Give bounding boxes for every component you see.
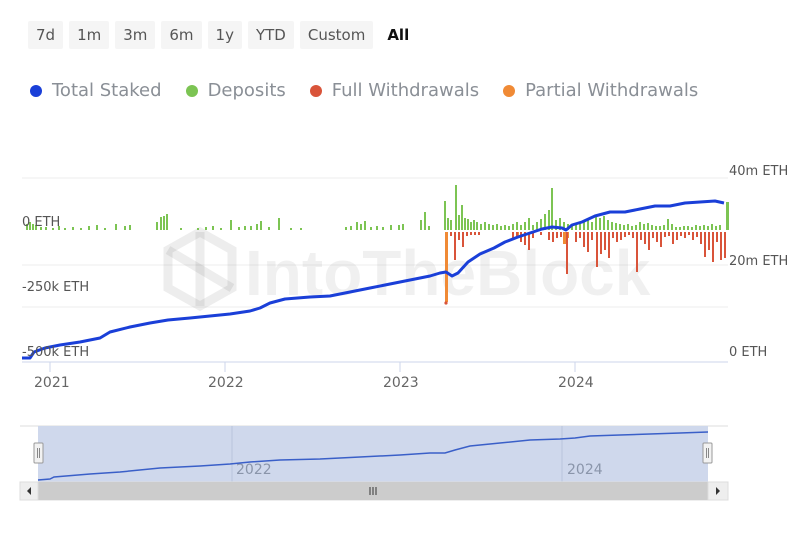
left-axis-label: -500k ETH	[22, 345, 89, 360]
watermark-logo-icon	[163, 226, 237, 312]
full-withdrawals-bars	[450, 232, 726, 274]
legend-label: Full Withdrawals	[331, 80, 480, 101]
total-staked-line	[22, 199, 725, 360]
x-axis-label: 2023	[383, 375, 419, 391]
legend-label: Deposits	[207, 80, 286, 101]
x-axis-label: 2024	[558, 375, 594, 391]
navigator-label: 2024	[567, 462, 603, 478]
legend-item-partial-withdrawals[interactable]: Partial Withdrawals	[503, 80, 698, 101]
arrow-right-icon	[716, 487, 720, 495]
legend-dot-icon	[503, 84, 516, 97]
range-button-3m[interactable]: 3m	[115, 21, 156, 49]
legend-label: Partial Withdrawals	[525, 80, 699, 101]
range-button-7d[interactable]: 7d	[28, 21, 64, 49]
legend-dot-icon	[309, 84, 322, 97]
x-axis-label: 2022	[208, 375, 244, 391]
x-axis-ticks	[49, 362, 576, 372]
left-axis-label: -250k ETH	[22, 280, 89, 295]
outlier-marker	[444, 301, 448, 305]
range-button-custom[interactable]: Custom	[299, 21, 374, 49]
range-button-all[interactable]: All	[387, 26, 410, 44]
left-axis-label: 0 ETH	[22, 215, 60, 230]
range-selector: 7d 1m 3m 6m 1y YTD Custom All	[28, 20, 417, 50]
navigator-handle-right[interactable]	[702, 442, 713, 464]
arrow-left-icon	[27, 487, 31, 495]
navigator-handle-left[interactable]	[33, 442, 44, 464]
range-button-ytd[interactable]: YTD	[247, 21, 294, 49]
right-axis-label: 40m ETH	[729, 164, 788, 179]
navigator-selection[interactable]	[38, 426, 708, 482]
legend-dot-icon	[30, 84, 42, 97]
legend-item-total-staked[interactable]: Total Staked	[30, 80, 162, 101]
chart-legend: Total Staked Deposits Full Withdrawals P…	[30, 80, 698, 101]
scrollbar[interactable]	[19, 481, 729, 501]
legend-item-full-withdrawals[interactable]: Full Withdrawals	[309, 80, 480, 101]
scrollbar-grip-icon	[369, 487, 377, 495]
legend-item-deposits[interactable]: Deposits	[185, 80, 286, 101]
right-axis-label: 0 ETH	[729, 345, 767, 360]
range-button-6m[interactable]: 6m	[161, 21, 202, 49]
navigator-series-line	[37, 431, 709, 481]
navigator-label: 2022	[236, 462, 272, 478]
x-axis-label: 2021	[34, 375, 70, 391]
range-button-1m[interactable]: 1m	[69, 21, 110, 49]
deposits-bars	[26, 185, 729, 230]
right-axis-label: 20m ETH	[729, 254, 788, 269]
navigator[interactable]: 2022 2024	[20, 425, 728, 482]
gridlines	[22, 177, 728, 308]
range-button-1y[interactable]: 1y	[207, 21, 242, 49]
legend-dot-icon	[185, 84, 198, 97]
legend-label: Total Staked	[52, 80, 162, 101]
